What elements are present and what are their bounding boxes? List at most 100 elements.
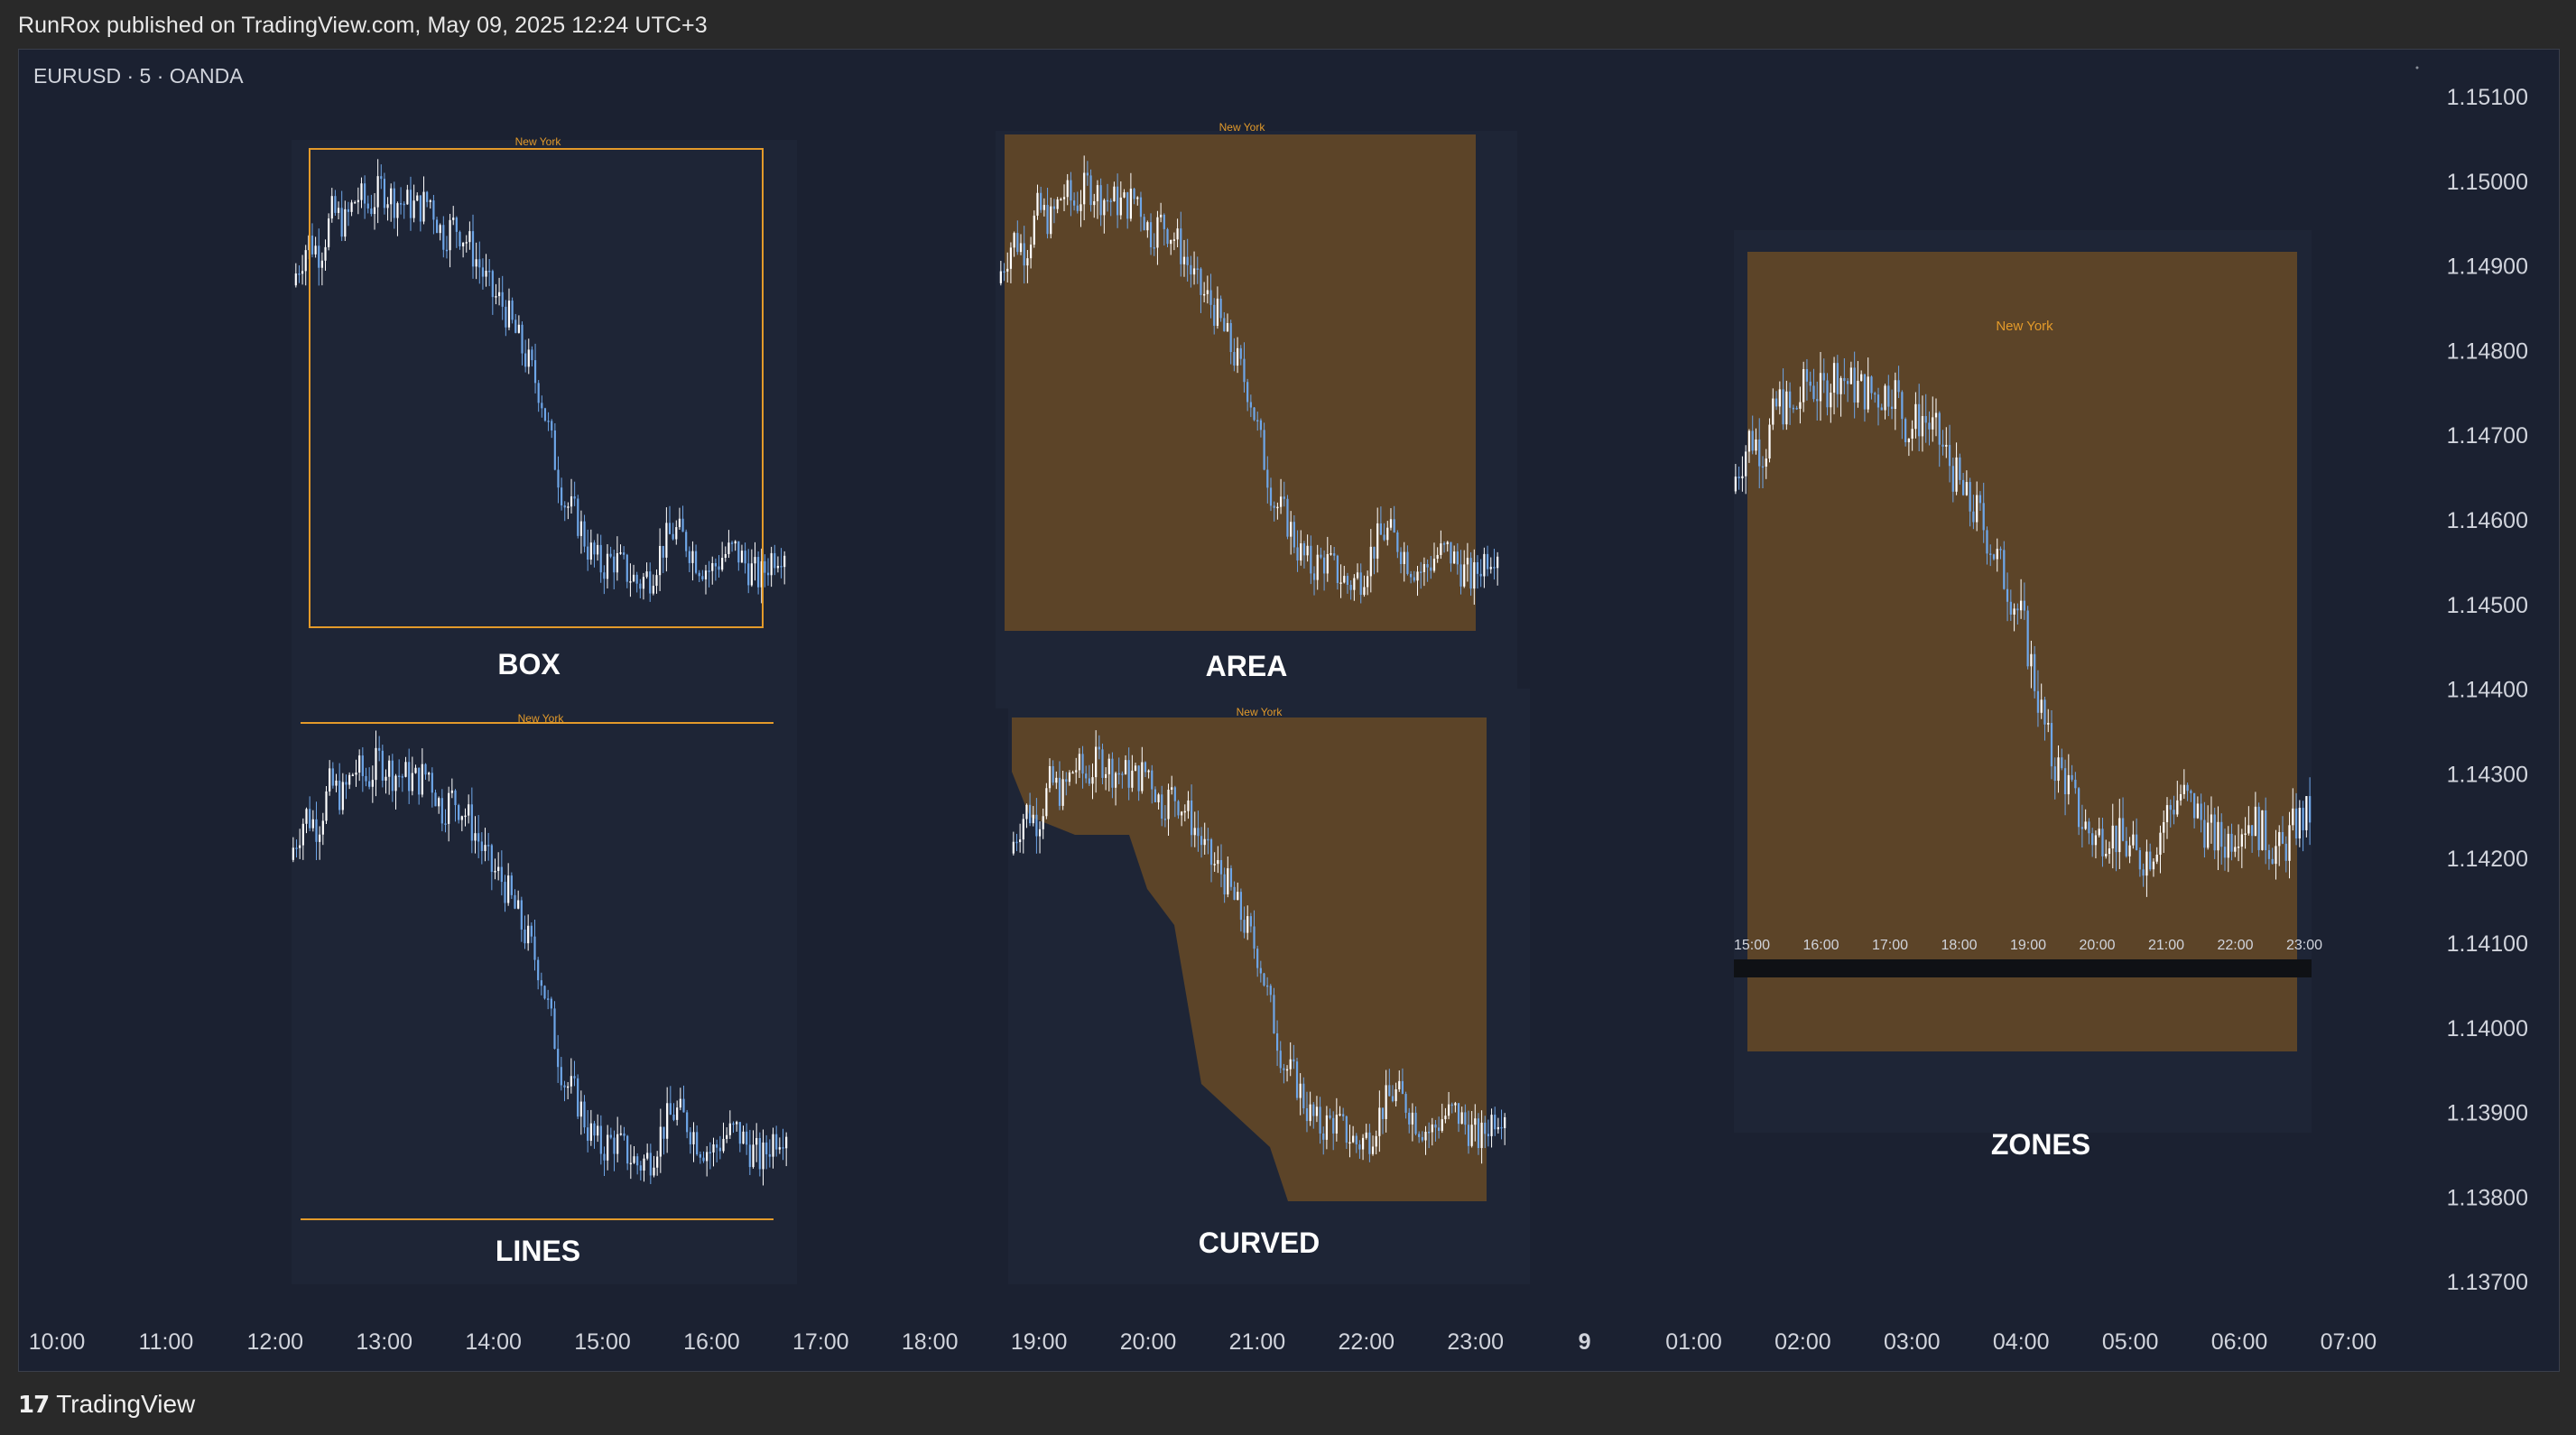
candle-body <box>1758 439 1761 467</box>
candle-body <box>1310 545 1312 574</box>
candle-body <box>2284 843 2287 861</box>
candle-body <box>734 541 737 544</box>
candle-body <box>1336 555 1339 583</box>
time-tick-label: 05:00 <box>2102 1329 2159 1355</box>
candle-body <box>378 747 381 751</box>
candle-body <box>2152 861 2155 870</box>
candle-body <box>1972 511 1975 523</box>
session-label: New York <box>1219 121 1266 134</box>
candle-body <box>1741 476 1744 478</box>
candle-body <box>491 271 494 298</box>
candle-body <box>298 273 301 275</box>
candle-body <box>706 1152 709 1162</box>
price-tick-label: 1.13700 <box>2447 1270 2528 1295</box>
candle-body <box>1365 1132 1367 1138</box>
candle-body <box>507 875 510 903</box>
candle-body <box>1393 519 1395 532</box>
price-tick-label: 1.14100 <box>2447 931 2528 957</box>
zones-time-tick: 19:00 <box>2010 938 2046 953</box>
chart-canvas[interactable]: 1.15100 1.15000 1.14900 1.14800 1.14700 1.146… <box>19 50 2559 1371</box>
candle-body <box>1432 559 1436 571</box>
symbol-legend[interactable]: EURUSD · 5 · OANDA <box>33 64 244 88</box>
candle-body <box>404 762 407 777</box>
candle-body <box>1279 1051 1282 1069</box>
candle-body <box>1075 770 1078 773</box>
candle-body <box>1302 543 1306 556</box>
candle-body <box>1342 1114 1345 1116</box>
candle-body <box>1052 206 1056 209</box>
candle-body <box>1928 422 1931 430</box>
candle-body <box>1989 553 1992 555</box>
candle-body <box>1048 765 1052 789</box>
candle-body <box>1434 1124 1437 1128</box>
candle-body <box>718 1147 721 1152</box>
candle-body <box>1404 1094 1407 1113</box>
candle-body <box>1246 916 1249 933</box>
panel-lines: New York LINES <box>292 707 797 1284</box>
candle-body <box>504 882 506 903</box>
candle-body <box>678 518 681 528</box>
candle-body <box>2019 600 2023 611</box>
chart-pane[interactable]: 1.15100 1.15000 1.14900 1.14800 1.14700 1.146… <box>18 49 2560 1372</box>
candle-body <box>1151 770 1154 790</box>
candle-body <box>355 772 357 775</box>
candle-body <box>762 1142 764 1170</box>
session-label: New York <box>1996 319 2053 334</box>
candle-body <box>2080 827 2084 829</box>
candle-body <box>292 847 294 860</box>
candle-body <box>1040 192 1042 210</box>
candle-body <box>607 1134 609 1161</box>
candle-body <box>320 260 323 268</box>
candle-body <box>381 750 384 781</box>
candle-body <box>344 208 347 237</box>
candle-body <box>475 259 477 267</box>
candle-body <box>1388 1085 1391 1097</box>
candle-body <box>319 834 321 842</box>
zones-time-tick: 20:00 <box>2079 938 2115 953</box>
candle-body <box>1163 214 1165 229</box>
candle-body <box>474 833 477 841</box>
candle-body <box>2077 788 2080 828</box>
candle-body <box>709 1152 711 1153</box>
candle-body <box>775 1134 778 1150</box>
candle-body <box>514 319 517 333</box>
candle-body <box>1223 874 1226 895</box>
candle-body <box>2169 805 2172 810</box>
candle-body <box>694 551 698 573</box>
candle-body <box>421 764 423 795</box>
candle-body <box>681 518 684 532</box>
candle-body <box>340 208 343 237</box>
panel-background <box>292 140 797 708</box>
candle-body <box>1369 546 1372 577</box>
candle-body <box>730 542 734 544</box>
candle-body <box>1870 376 1873 393</box>
candle-body <box>385 776 387 781</box>
candle-body <box>770 552 773 576</box>
candle-body <box>1395 1088 1397 1102</box>
candle-body <box>1233 352 1236 366</box>
candle-body <box>1056 199 1059 209</box>
candle-body <box>727 542 730 554</box>
candle-body <box>470 804 473 841</box>
candle-body <box>659 1126 662 1157</box>
candle-body <box>328 218 330 247</box>
candle-body <box>2016 608 2019 611</box>
candle-body <box>2003 550 2006 589</box>
candle-body <box>488 270 491 273</box>
candle-body <box>1187 800 1190 811</box>
candle-body <box>1332 1117 1335 1134</box>
candle-body <box>531 349 533 361</box>
candle-body <box>1880 407 1883 411</box>
candle-body <box>2275 846 2277 865</box>
candle-body <box>1490 1115 1493 1136</box>
candle-body <box>593 1123 596 1136</box>
candle-body <box>1493 567 1496 569</box>
candle-body <box>1863 374 1867 410</box>
candle-body <box>426 191 429 202</box>
candle-body <box>477 833 480 842</box>
candle-body <box>533 936 536 960</box>
candle-body <box>1172 239 1176 241</box>
candle-body <box>1965 482 1969 495</box>
tradingview-footer[interactable]: 𝟭𝟳 TradingView <box>18 1390 195 1419</box>
candle-body <box>785 1136 788 1149</box>
